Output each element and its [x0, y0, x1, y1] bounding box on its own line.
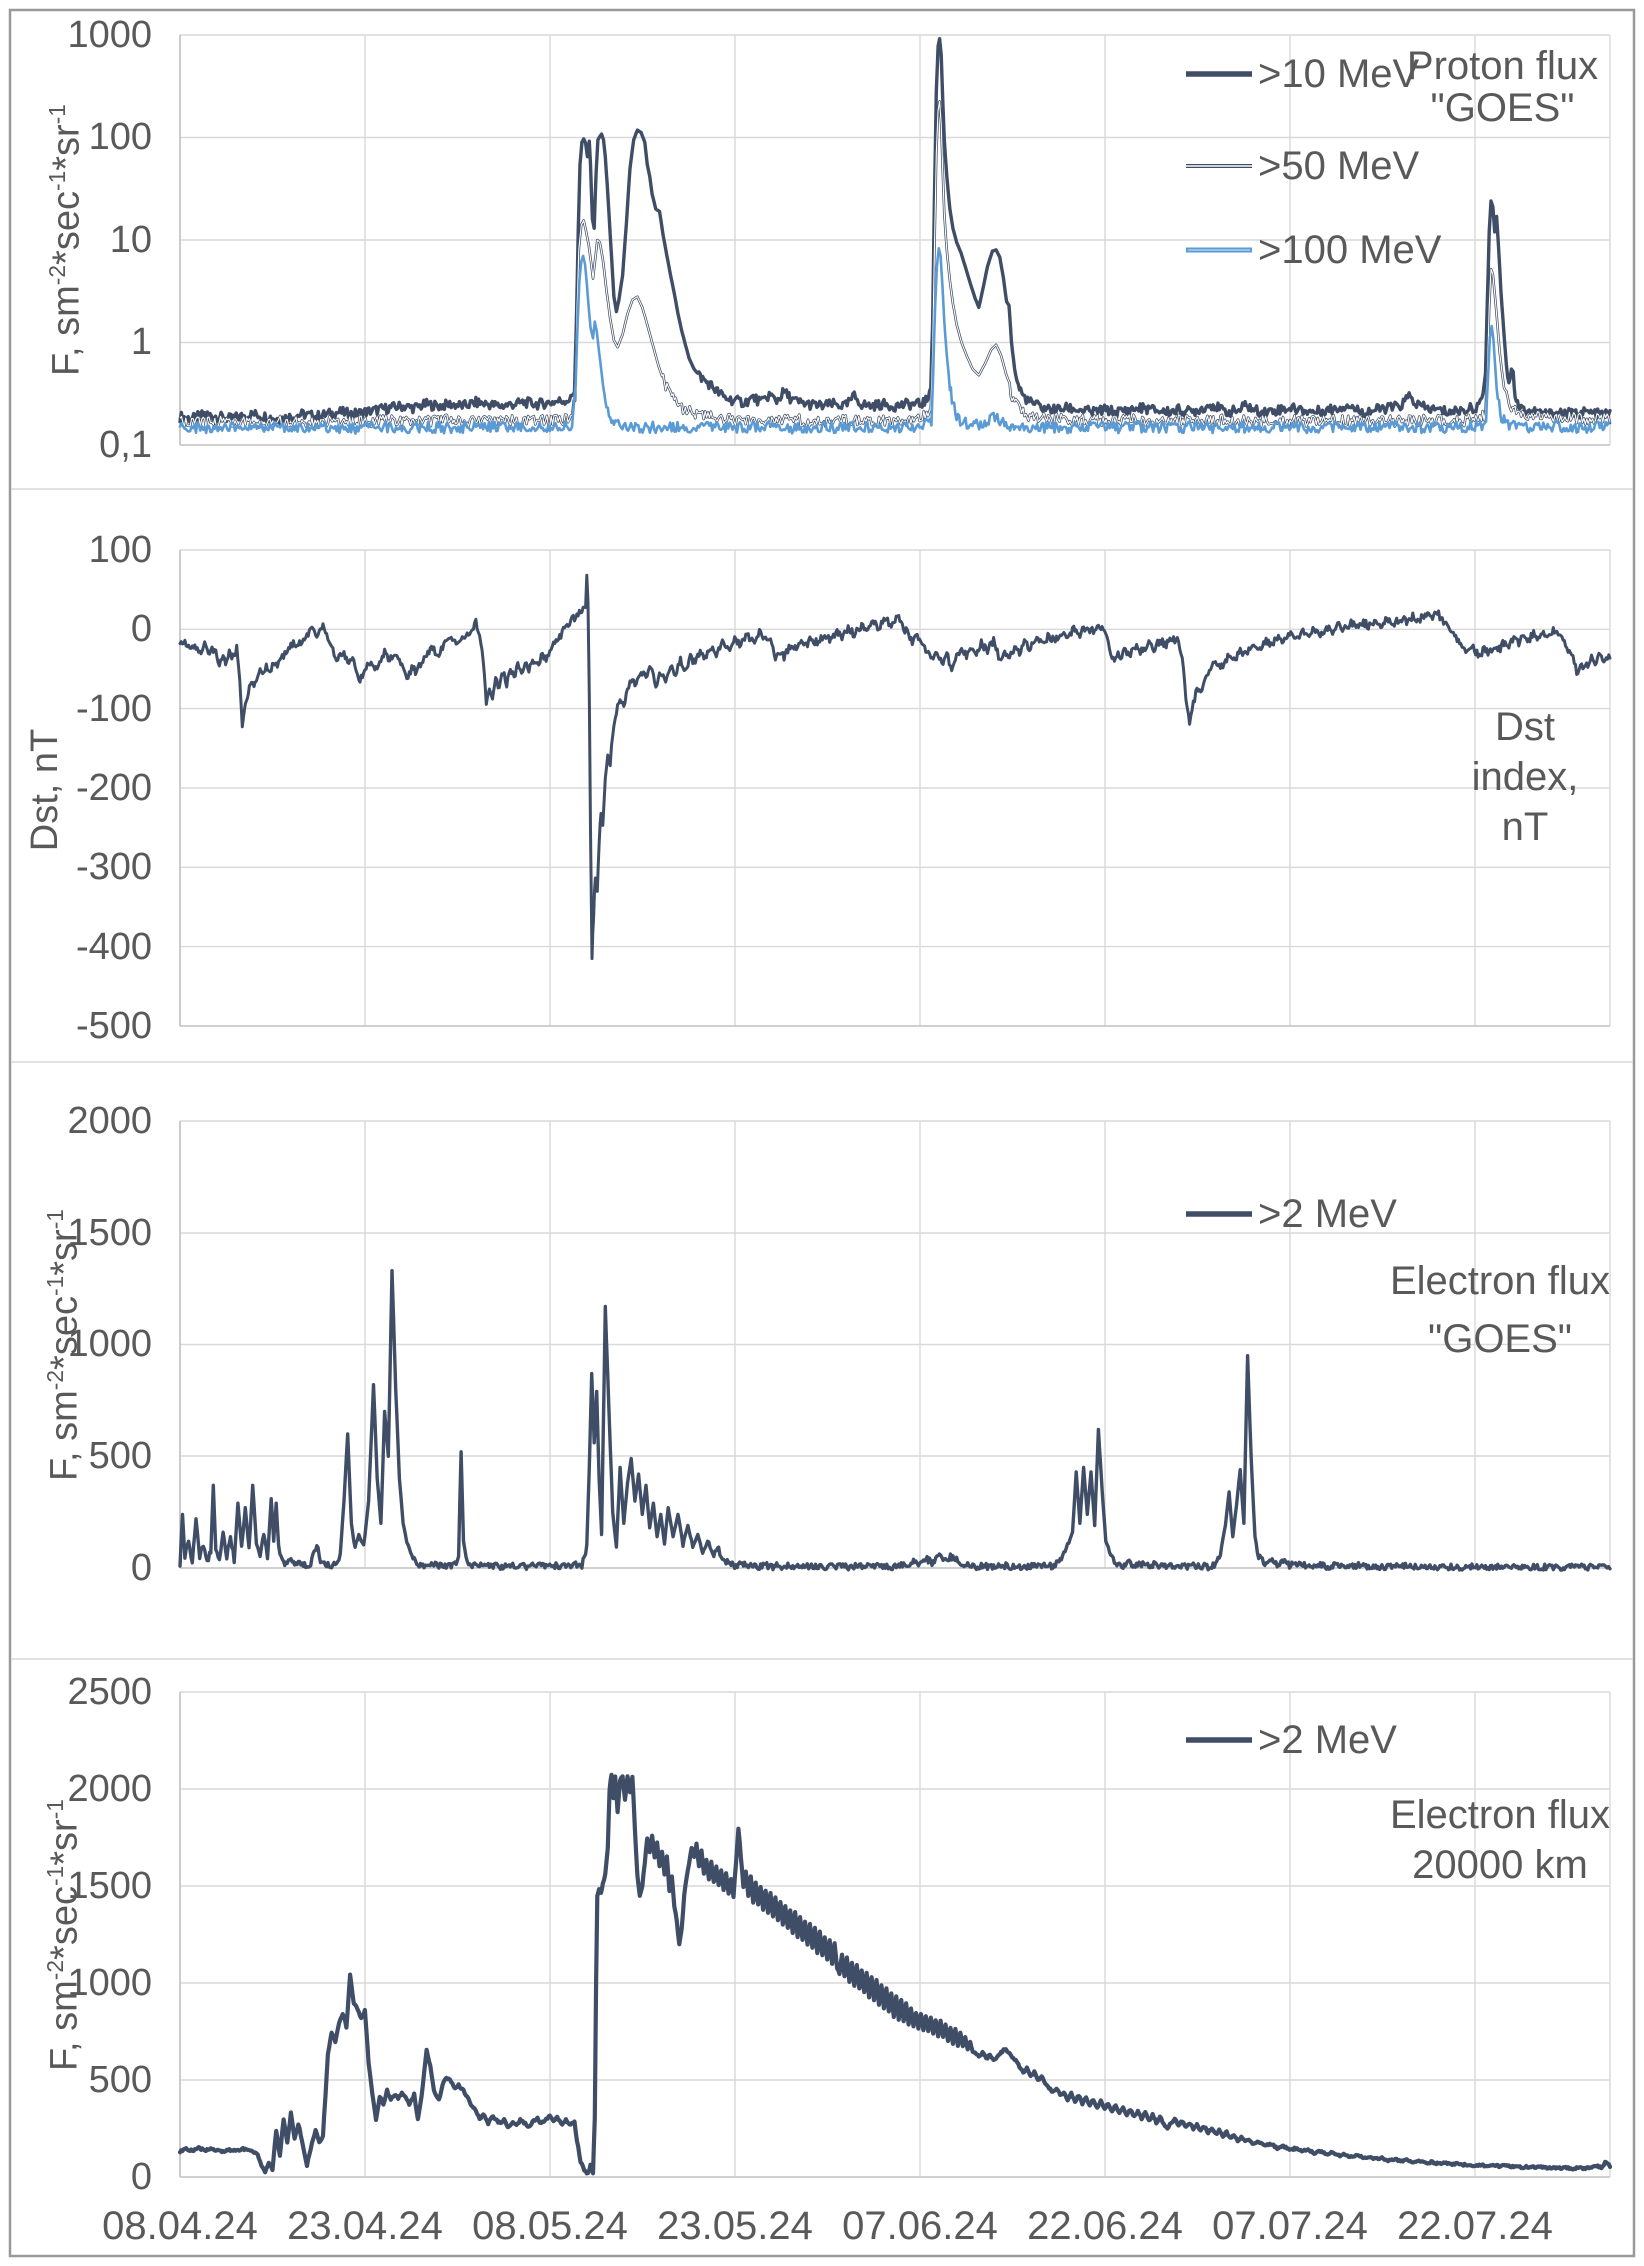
panel-title-line: index,: [1471, 755, 1579, 799]
panel-title-electron-goes: Electron flux "GOES": [1385, 1252, 1615, 1368]
series-electron-goes: [178, 1269, 1612, 1572]
x-tick-label: 23.05.24: [657, 2204, 813, 2248]
y-tick-label: 2500: [67, 1671, 152, 1713]
y-tick-label: 1000: [67, 14, 152, 56]
y-tick-label: 500: [88, 1435, 152, 1477]
panel-title-dst: Dst index, nT: [1430, 702, 1620, 852]
panel-title-proton: Proton flux "GOES": [1385, 45, 1620, 129]
y-tick-label: 1500: [67, 1865, 152, 1907]
panel-title-line: Proton flux: [1406, 44, 1599, 88]
series-proton-gt10: [178, 37, 1612, 426]
legend-label-gt50: >50 MeV: [1258, 144, 1420, 188]
x-tick-label: 08.05.24: [472, 2204, 628, 2248]
x-tick-label: 22.06.24: [1027, 2204, 1183, 2248]
y-tick-label: 0: [130, 2156, 152, 2198]
y-tick-label: -200: [75, 767, 152, 809]
y-tick-label: 500: [88, 2059, 152, 2101]
y-tick-label: 100: [88, 116, 152, 158]
y-tick-label: 2000: [67, 1100, 152, 1142]
y-tick-label: 1500: [67, 1212, 152, 1254]
series-electron-20000km: [177, 1772, 1613, 2176]
y-tick-label: 100: [88, 529, 152, 571]
y-tick-label: 10: [109, 219, 152, 261]
legend-label-gt2-20000: >2 MeV: [1258, 1718, 1397, 1762]
x-tick-label: 08.04.24: [102, 2204, 258, 2248]
panel-title-line: Electron flux: [1389, 1793, 1611, 1837]
y-tick-label: -100: [75, 688, 152, 730]
x-tick-label: 23.04.24: [287, 2204, 443, 2248]
panel-title-line: Electron flux: [1389, 1259, 1611, 1303]
x-tick-label: 22.07.24: [1397, 2204, 1553, 2248]
x-tick-label: 07.07.24: [1212, 2204, 1368, 2248]
panel-title-line: "GOES": [1430, 86, 1575, 130]
panel-title-line: 20000 km: [1412, 1843, 1588, 1887]
legend-label-gt2-goes: >2 MeV: [1258, 1192, 1397, 1236]
panel-title-line: Dst: [1495, 705, 1555, 749]
y-tick-label: 1000: [67, 1323, 152, 1365]
panel-title-line: "GOES": [1428, 1317, 1572, 1361]
y-tick-label: 1: [130, 321, 152, 363]
series-proton-gt100: [178, 247, 1612, 435]
y-tick-label: 2000: [67, 1768, 152, 1810]
series-dst-index: [178, 573, 1612, 961]
y-tick-label: 0,1: [99, 424, 152, 466]
legend-label-gt10: >10 MeV: [1258, 52, 1420, 96]
y-tick-label: -400: [75, 926, 152, 968]
y-tick-label: 0: [130, 1547, 152, 1589]
panel-title-line: nT: [1501, 805, 1549, 849]
y-tick-label: 1000: [67, 1962, 152, 2004]
y-tick-label: -300: [75, 846, 152, 888]
legend-label-gt100: >100 MeV: [1258, 228, 1442, 272]
y-tick-label: -500: [75, 1005, 152, 1047]
panel-title-electron-20000: Electron flux 20000 km: [1385, 1790, 1615, 1890]
x-tick-label: 07.06.24: [842, 2204, 998, 2248]
figure-border: [8, 8, 1636, 2258]
y-tick-label: 0: [130, 608, 152, 650]
